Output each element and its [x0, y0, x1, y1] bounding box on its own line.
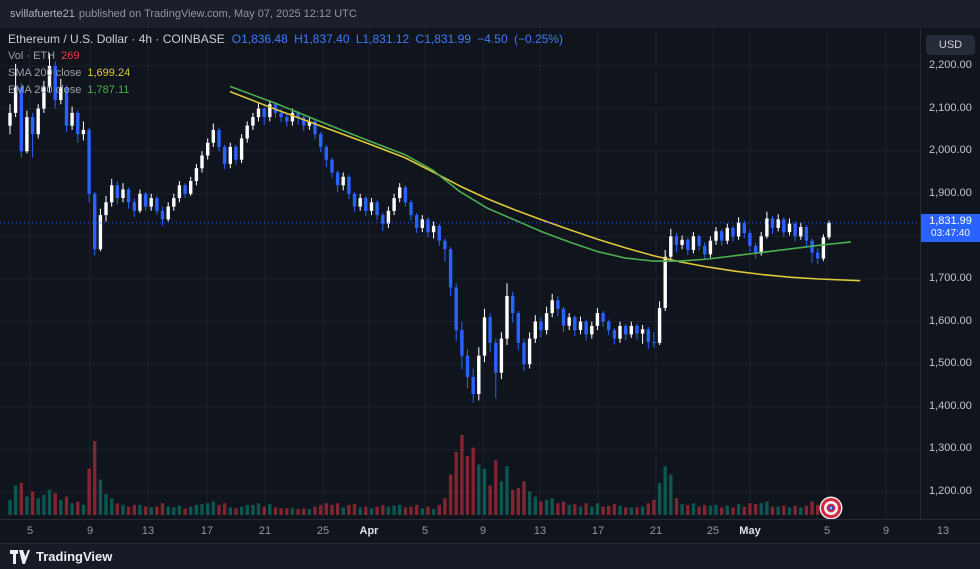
- footer-bar: TradingView: [0, 543, 980, 569]
- symbol-legend-row[interactable]: Ethereum / U.S. Dollar · 4h · COINBASE O1…: [8, 32, 563, 47]
- time-axis-label: 13: [533, 525, 547, 537]
- time-axis-label: 13: [936, 525, 950, 537]
- time-axis-label: 17: [200, 525, 214, 537]
- chart-legend: Ethereum / U.S. Dollar · 4h · COINBASE O1…: [8, 32, 563, 100]
- chart-canvas[interactable]: [0, 28, 920, 519]
- price-axis-label: 2,200.00: [929, 59, 972, 71]
- tradingview-wordmark: TradingView: [36, 549, 113, 564]
- time-axis-label: 25: [316, 525, 330, 537]
- volume-value: 269: [61, 50, 80, 62]
- author-link[interactable]: svillafuerte21: [10, 8, 75, 20]
- time-axis-label: 17: [591, 525, 605, 537]
- time-axis-label: Apr: [359, 525, 379, 537]
- shield-icon: [819, 496, 843, 520]
- price-axis-label: 2,100.00: [929, 101, 972, 114]
- time-axis-label: 9: [882, 525, 890, 537]
- shield-sticker[interactable]: [818, 495, 844, 521]
- time-axis-label: 5: [421, 525, 429, 537]
- price-axis-label: 1,700.00: [929, 272, 972, 284]
- time-axis-label: 21: [258, 525, 272, 537]
- sma-value: 1,699.24: [87, 66, 131, 79]
- publish-info-text: published on TradingView.com, May 07, 20…: [78, 8, 357, 20]
- tradingview-logo[interactable]: TradingView: [10, 549, 112, 564]
- price-axis-label: 1,500.00: [929, 357, 972, 370]
- price-axis[interactable]: USD 2,200.002,100.002,000.001,900.001,80…: [920, 28, 980, 519]
- time-axis[interactable]: 5 9 13 17 21 25 Apr 5 9 13 17 21 25 May 5 9 13: [0, 519, 980, 543]
- time-axis-label: 21: [649, 525, 663, 537]
- volume-legend-label: Vol · ETH: [8, 50, 56, 62]
- ema-legend-row[interactable]: EMA 200 close 1,787.11: [8, 84, 563, 98]
- last-price-badge[interactable]: 1,831.99 03:47:40: [921, 213, 980, 242]
- time-axis-label: 9: [86, 525, 94, 537]
- price-axis-label: 2,000.00: [929, 144, 972, 157]
- sma-legend-label: SMA 200 close: [8, 66, 82, 79]
- sma-legend-row[interactable]: SMA 200 close 1,699.24: [8, 67, 563, 81]
- price-axis-label: 1,200.00: [929, 485, 972, 497]
- price-axis-label: 1,400.00: [929, 399, 972, 412]
- time-axis-label: May: [739, 525, 761, 537]
- last-price-value: 1,831.99: [929, 214, 972, 227]
- ohlc-values: O1,836.48 H1,837.40 L1,831.12 C1,831.99 …: [231, 32, 563, 46]
- price-chart[interactable]: Ethereum / U.S. Dollar · 4h · COINBASE O1…: [0, 28, 920, 521]
- volume-legend-row[interactable]: Vol · ETH 269: [8, 50, 563, 64]
- time-axis-label: 25: [706, 525, 720, 537]
- price-axis-label: 1,900.00: [929, 186, 972, 199]
- time-axis-label: 5: [823, 525, 831, 537]
- price-axis-label: 1,600.00: [929, 314, 972, 327]
- bar-countdown: 03:47:40: [931, 227, 970, 239]
- ema-value: 1,787.11: [87, 83, 130, 96]
- symbol-title[interactable]: Ethereum / U.S. Dollar · 4h · COINBASE: [8, 32, 225, 46]
- time-axis-label: 13: [141, 525, 155, 537]
- currency-toggle-button[interactable]: USD: [926, 35, 975, 55]
- chart-area: Ethereum / U.S. Dollar · 4h · COINBASE O1…: [0, 28, 980, 521]
- time-axis-label: 9: [479, 525, 487, 537]
- header-bar: svillafuerte21 published on TradingView.…: [0, 0, 980, 28]
- tradingview-mark-icon: [10, 549, 30, 564]
- time-axis-label: 5: [26, 525, 34, 537]
- price-axis-label: 1,300.00: [929, 442, 972, 455]
- ema-legend-label: EMA 200 close: [8, 83, 82, 96]
